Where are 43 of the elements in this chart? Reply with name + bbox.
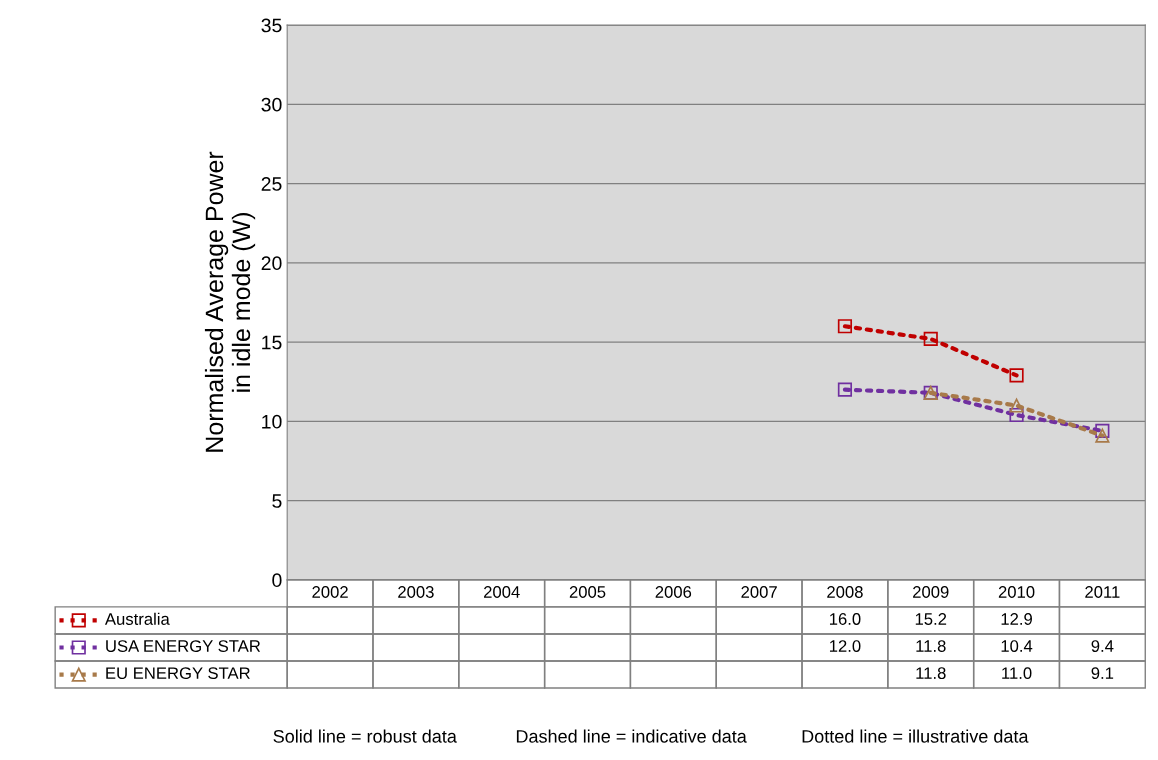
data-label: 11.0 [1002,667,1032,680]
y-tick-label: 30 [261,97,282,112]
data-label: 16.0 [829,613,861,625]
x-tick-label: 2007 [741,586,777,598]
legend-label: USA ENERGY STAR [106,640,261,652]
x-tick-label: 2002 [312,586,348,598]
data-label: 9.1 [1091,667,1114,680]
y-tick-label: 10 [262,414,282,429]
x-tick-label: 2010 [998,586,1035,598]
point [837,382,853,397]
legend-label: Australia [104,612,170,625]
y-axis-title: Normalised Average Power in idle mode (W) [204,151,256,452]
x-tick-label: 2011 [1085,586,1120,598]
x-tick-label: 2008 [827,586,863,598]
data-label: 15.2 [915,613,947,625]
y-tick-label: 0 [272,573,282,588]
text: Solid line = robust data [273,729,457,743]
point [837,319,853,334]
y-tick-label: 15 [262,335,282,350]
y-tick-label: 25 [261,177,282,191]
legend-label: EU ENERGY STAR [106,667,250,680]
x-tick-label: 2009 [913,586,949,598]
text: Dashed line = indicative data [516,729,747,743]
data-label: 9.4 [1091,640,1114,652]
data-label: 11.8 [916,667,946,680]
point [1095,423,1110,438]
text: Dotted line = illustrative data [802,729,1029,743]
x-tick-label: 2005 [569,586,606,598]
x-tick-label: 2006 [655,586,692,598]
point [1009,398,1024,413]
point [1095,428,1110,443]
data-label: 12.0 [829,640,861,652]
point [1009,407,1024,423]
x-tick-label: 2003 [398,586,434,598]
point [1009,368,1024,383]
y-tick-label: 35 [261,18,282,33]
y-tick-label: 5 [272,494,282,508]
point [923,331,938,347]
data-label: 11.8 [916,640,946,652]
y-tick-label: 20 [261,256,282,271]
x-tick-label: 2004 [484,586,520,598]
data-label: 12.9 [1001,613,1032,625]
data-label: 10.4 [1001,640,1033,652]
